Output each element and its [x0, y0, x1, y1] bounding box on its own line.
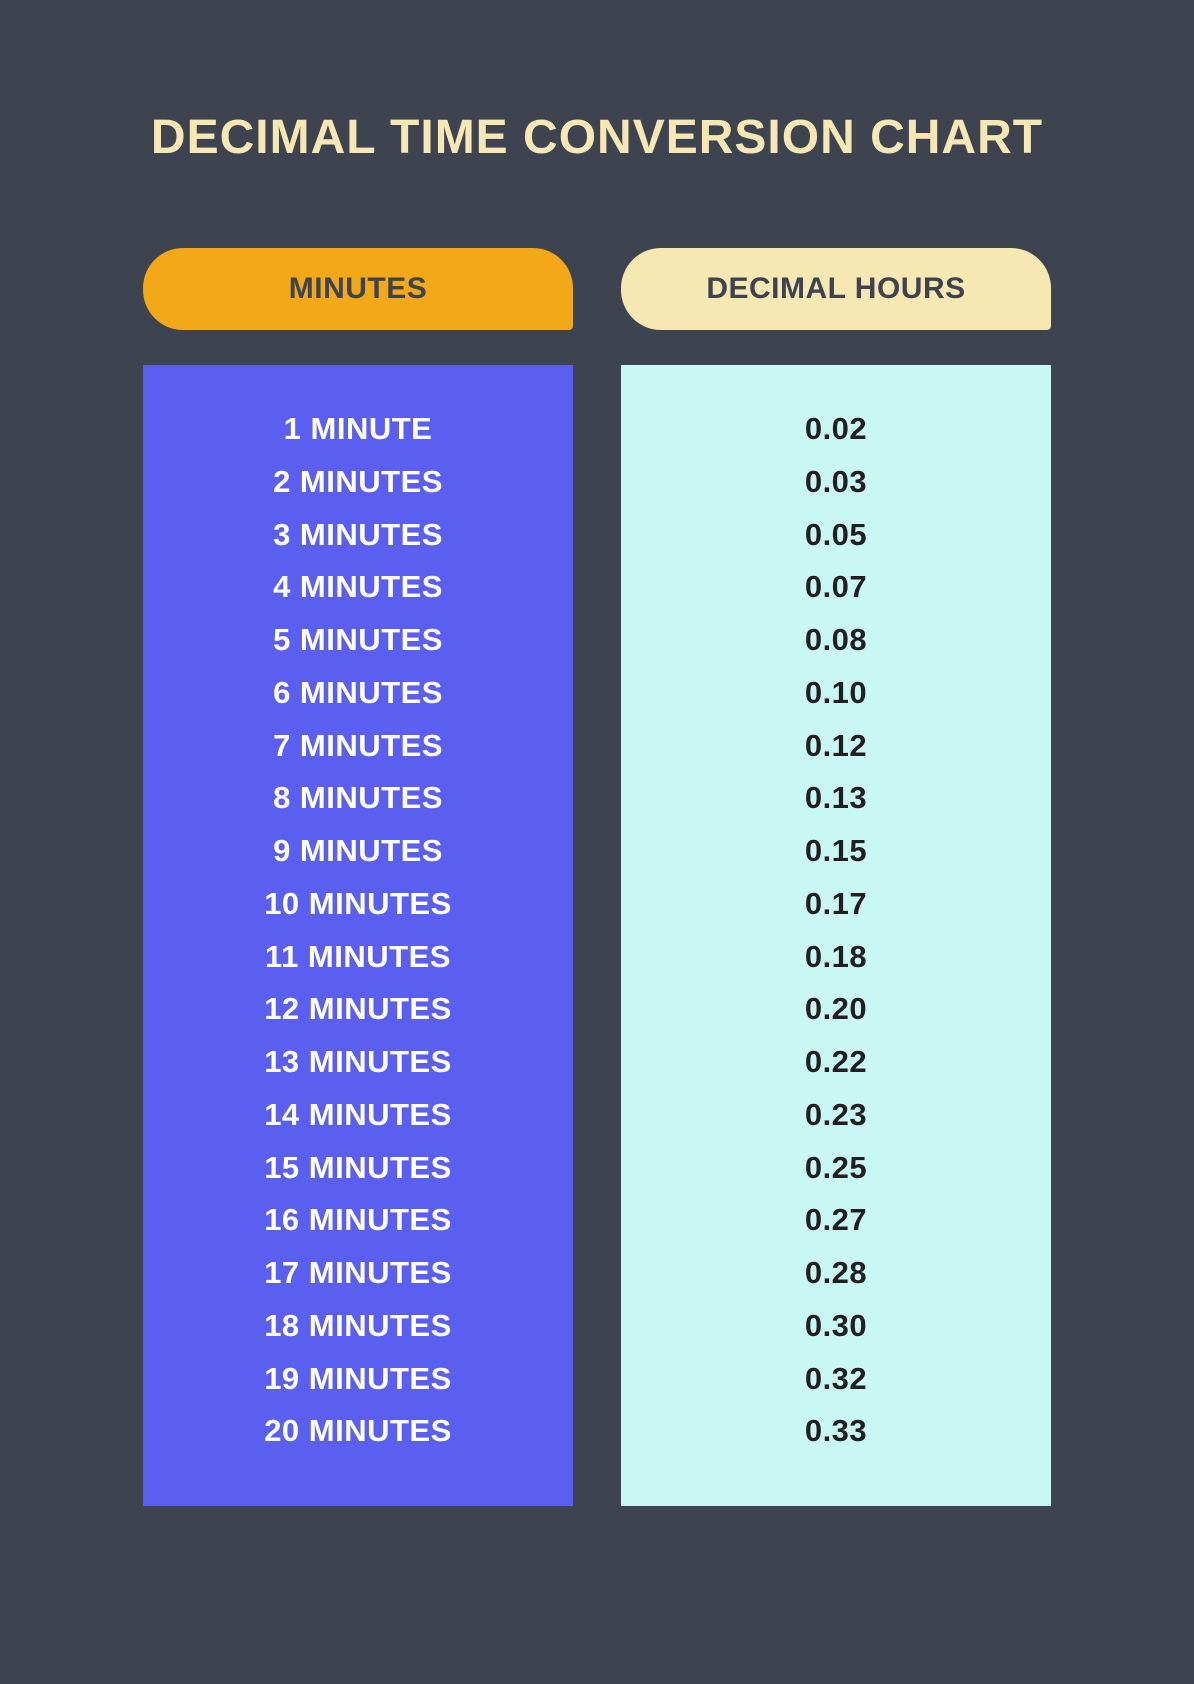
- hours-row: 0.05: [805, 516, 867, 555]
- hours-row: 0.28: [805, 1254, 867, 1293]
- minutes-row: 13 MINUTES: [264, 1043, 452, 1082]
- minutes-row: 12 MINUTES: [264, 990, 452, 1029]
- hours-row: 0.33: [805, 1412, 867, 1451]
- hours-row: 0.17: [805, 885, 867, 924]
- minutes-row: 20 MINUTES: [264, 1412, 452, 1451]
- hours-row: 0.20: [805, 990, 867, 1029]
- hours-column: 0.02 0.03 0.05 0.07 0.08 0.10 0.12 0.13 0.15 0.17…: [621, 365, 1051, 1506]
- hours-row: 0.07: [805, 568, 867, 607]
- hours-row: 0.02: [805, 410, 867, 449]
- minutes-row: 15 MINUTES: [264, 1149, 452, 1188]
- minutes-row: 17 MINUTES: [264, 1254, 452, 1293]
- data-columns: 1 MINUTE 2 MINUTES 3 MINUTES 4 MINUTES 5 MIN…: [0, 365, 1194, 1506]
- minutes-row: 8 MINUTES: [273, 779, 443, 818]
- minutes-row: 9 MINUTES: [273, 832, 443, 871]
- minutes-row: 3 MINUTES: [273, 516, 443, 555]
- hours-row: 0.30: [805, 1307, 867, 1346]
- minutes-row: 18 MINUTES: [264, 1307, 452, 1346]
- hours-row: 0.03: [805, 463, 867, 502]
- hours-row: 0.32: [805, 1360, 867, 1399]
- minutes-row: 10 MINUTES: [264, 885, 452, 924]
- hours-row: 0.10: [805, 674, 867, 713]
- hours-row: 0.22: [805, 1043, 867, 1082]
- hours-row: 0.25: [805, 1149, 867, 1188]
- hours-row: 0.27: [805, 1201, 867, 1240]
- minutes-row: 7 MINUTES: [273, 727, 443, 766]
- minutes-row: 11 MINUTES: [265, 938, 451, 977]
- minutes-row: 14 MINUTES: [264, 1096, 452, 1135]
- hours-row: 0.08: [805, 621, 867, 660]
- minutes-row: 1 MINUTE: [284, 410, 433, 449]
- column-headers: MINUTES DECIMAL HOURS: [0, 248, 1194, 330]
- minutes-row: 4 MINUTES: [273, 568, 443, 607]
- hours-row: 0.13: [805, 779, 867, 818]
- minutes-header: MINUTES: [143, 248, 573, 330]
- hours-row: 0.23: [805, 1096, 867, 1135]
- minutes-column: 1 MINUTE 2 MINUTES 3 MINUTES 4 MINUTES 5 MIN…: [143, 365, 573, 1506]
- hours-header: DECIMAL HOURS: [621, 248, 1051, 330]
- hours-row: 0.18: [805, 938, 867, 977]
- minutes-row: 6 MINUTES: [273, 674, 443, 713]
- minutes-row: 2 MINUTES: [273, 463, 443, 502]
- page-title: DECIMAL TIME CONVERSION CHART: [0, 110, 1194, 165]
- minutes-row: 19 MINUTES: [264, 1360, 452, 1399]
- minutes-row: 16 MINUTES: [264, 1201, 452, 1240]
- hours-row: 0.15: [805, 832, 867, 871]
- minutes-row: 5 MINUTES: [273, 621, 443, 660]
- hours-row: 0.12: [805, 727, 867, 766]
